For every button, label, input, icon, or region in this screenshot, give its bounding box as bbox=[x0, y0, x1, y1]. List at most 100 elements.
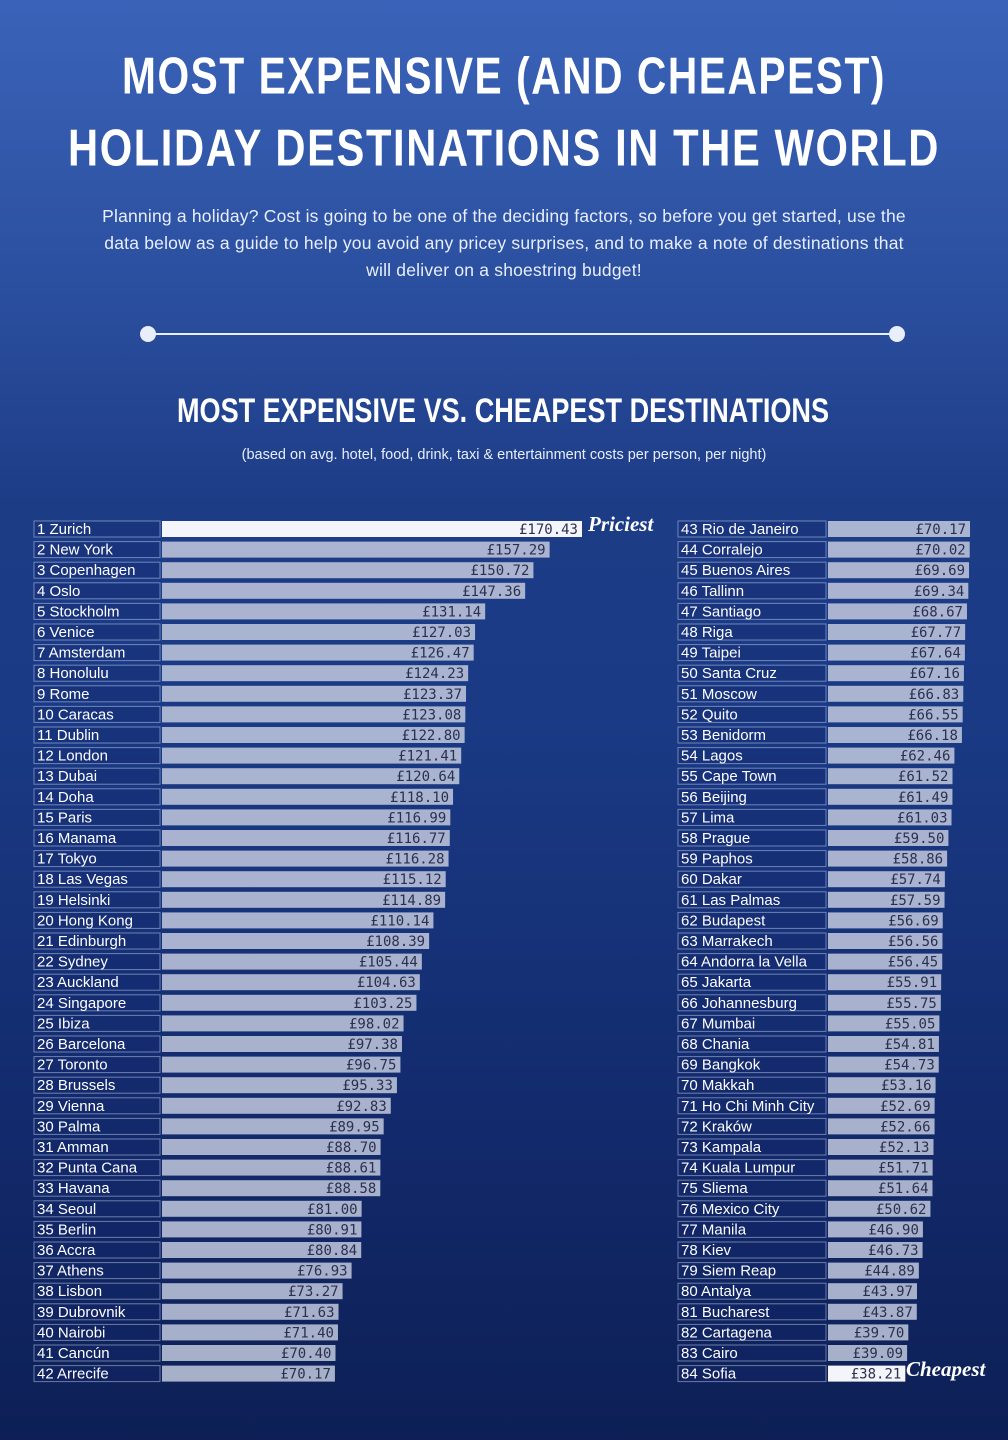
category-label: 4 Oslo bbox=[37, 583, 80, 600]
value-label: £71.63 bbox=[284, 1305, 335, 1321]
bar bbox=[162, 1242, 362, 1258]
label-cell bbox=[677, 541, 827, 559]
label-cell bbox=[677, 973, 827, 991]
bar bbox=[162, 562, 534, 579]
category-label: 32 Punta Cana bbox=[37, 1160, 138, 1177]
label-cell bbox=[33, 1303, 161, 1321]
category-label: 67 Mumbai bbox=[681, 1015, 755, 1032]
label-cell bbox=[677, 1035, 827, 1053]
bar bbox=[162, 1324, 338, 1341]
category-label: 80 Antalya bbox=[681, 1283, 752, 1300]
value-label: £66.83 bbox=[909, 687, 960, 703]
bar bbox=[828, 624, 966, 640]
value-label: £61.52 bbox=[898, 769, 949, 785]
category-label: 28 Brussels bbox=[37, 1077, 115, 1094]
category-label: 33 Havana bbox=[37, 1180, 110, 1197]
label-cell bbox=[33, 747, 161, 765]
category-label: 57 Lima bbox=[681, 809, 735, 826]
value-label: £50.62 bbox=[876, 1202, 927, 1218]
bar bbox=[828, 1056, 939, 1073]
category-label: 8 Honolulu bbox=[37, 665, 109, 682]
title-line: HOLIDAY DESTINATIONS IN THE WORLD bbox=[68, 120, 940, 178]
category-label: 56 Beijing bbox=[681, 789, 747, 806]
label-cell bbox=[677, 747, 827, 765]
bar bbox=[828, 747, 955, 764]
category-label: 65 Jakarta bbox=[681, 974, 752, 991]
label-cell bbox=[33, 1117, 161, 1135]
value-label: £103.25 bbox=[353, 996, 412, 1012]
category-label: 20 Hong Kong bbox=[37, 912, 133, 929]
label-cell bbox=[677, 685, 827, 703]
label-cell bbox=[677, 664, 827, 682]
label-cell bbox=[677, 1138, 827, 1156]
label-cell bbox=[677, 1200, 827, 1218]
bar bbox=[162, 1200, 362, 1217]
value-label: £46.90 bbox=[868, 1222, 919, 1238]
category-label: 21 Edinburgh bbox=[37, 933, 126, 950]
bar bbox=[828, 1283, 917, 1300]
label-cell bbox=[33, 788, 161, 806]
label-cell bbox=[677, 1262, 827, 1280]
category-label: 43 Rio de Janeiro bbox=[681, 521, 799, 538]
category-label: 1 Zurich bbox=[37, 521, 91, 538]
bar bbox=[162, 706, 466, 723]
label-cell bbox=[677, 1179, 827, 1197]
value-label: £108.39 bbox=[366, 934, 425, 950]
bar bbox=[828, 1015, 940, 1032]
label-cell bbox=[33, 891, 161, 909]
label-cell bbox=[33, 1138, 161, 1156]
bar bbox=[162, 871, 446, 888]
label-cell bbox=[33, 582, 161, 600]
category-label: 71 Ho Chi Minh City bbox=[681, 1098, 815, 1115]
category-label: 62 Budapest bbox=[681, 912, 766, 929]
label-cell bbox=[33, 870, 161, 888]
value-label: £55.05 bbox=[885, 1016, 936, 1032]
value-label: £104.63 bbox=[357, 975, 416, 991]
bar bbox=[828, 1077, 936, 1094]
category-label: 29 Vienna bbox=[37, 1098, 105, 1115]
value-label: £56.45 bbox=[888, 955, 939, 971]
category-label: 13 Dubai bbox=[37, 768, 97, 785]
bar bbox=[828, 727, 962, 743]
value-label: £66.55 bbox=[908, 707, 959, 723]
category-label: 19 Helsinki bbox=[37, 892, 110, 909]
bar bbox=[828, 1262, 919, 1279]
bar bbox=[828, 850, 948, 867]
bar bbox=[828, 830, 949, 846]
bar bbox=[162, 788, 454, 805]
value-label: £116.99 bbox=[387, 810, 446, 826]
value-label: £121.41 bbox=[398, 749, 457, 765]
bar bbox=[162, 582, 526, 599]
bar bbox=[162, 624, 476, 640]
annotation: Cheapest bbox=[906, 1357, 987, 1381]
label-cell bbox=[677, 561, 827, 579]
category-label: 77 Manila bbox=[681, 1221, 747, 1238]
bar bbox=[162, 953, 422, 970]
value-label: £88.70 bbox=[326, 1140, 377, 1156]
value-label: £116.28 bbox=[386, 852, 445, 868]
annotation: Priciest bbox=[587, 512, 654, 536]
label-cell bbox=[33, 829, 161, 847]
bar bbox=[828, 521, 970, 537]
value-label: £51.71 bbox=[878, 1161, 929, 1177]
value-label: £67.16 bbox=[909, 666, 960, 682]
category-label: 76 Mexico City bbox=[681, 1201, 780, 1218]
bar bbox=[828, 1345, 908, 1361]
bar bbox=[162, 1180, 381, 1197]
value-label: £43.97 bbox=[862, 1284, 913, 1300]
category-label: 70 Makkah bbox=[681, 1077, 754, 1094]
bar bbox=[162, 1303, 339, 1320]
category-label: 40 Nairobi bbox=[37, 1324, 105, 1341]
label-cell bbox=[33, 520, 161, 538]
label-cell bbox=[677, 829, 827, 847]
category-label: 26 Barcelona bbox=[37, 1036, 126, 1053]
value-label: £46.73 bbox=[868, 1243, 919, 1259]
bar bbox=[162, 1118, 384, 1135]
chart-title: MOST EXPENSIVE VS. CHEAPEST DESTINATIONS bbox=[177, 392, 829, 430]
label-cell bbox=[33, 1159, 161, 1177]
bar bbox=[162, 1036, 402, 1052]
category-label: 18 Las Vegas bbox=[37, 871, 128, 888]
value-label: £73.27 bbox=[288, 1284, 339, 1300]
